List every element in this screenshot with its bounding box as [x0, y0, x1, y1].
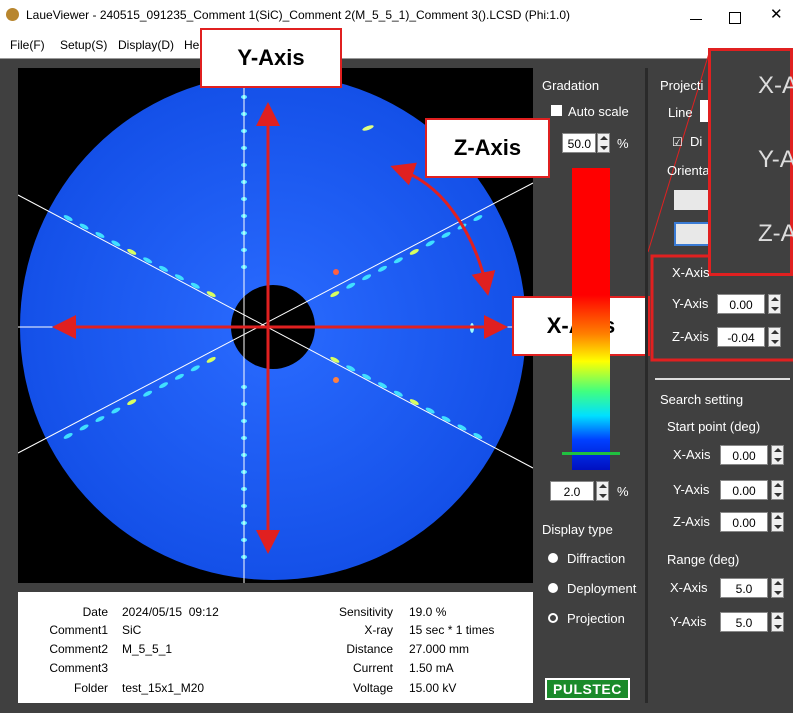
lower-input[interactable]: 2.0	[550, 481, 594, 501]
display-label: Di	[690, 134, 702, 150]
info-value: 15.00 kV	[409, 680, 456, 696]
info-label: Voltage	[300, 680, 393, 696]
start-title: Start point (deg)	[667, 419, 760, 435]
search-title: Search setting	[660, 392, 743, 408]
close-button[interactable]: ✕	[770, 7, 783, 23]
zoom-label: X-A	[758, 72, 793, 100]
menu-item[interactable]: Display(D)	[118, 37, 174, 53]
axis-spinner[interactable]	[771, 578, 784, 598]
axis-spinner[interactable]	[768, 327, 781, 347]
orientation-label: Orienta	[667, 163, 710, 179]
display-type-option[interactable]: Projection	[567, 611, 625, 627]
app-icon	[6, 8, 19, 21]
info-label: Folder	[18, 680, 108, 696]
spot	[333, 269, 339, 275]
axis-input[interactable]: 0.00	[720, 480, 768, 500]
axis-input[interactable]: 5.0	[720, 578, 768, 598]
info-label: Comment2	[18, 641, 108, 657]
range-title: Range (deg)	[667, 552, 739, 568]
zoom-label: Z-A	[758, 220, 793, 248]
info-label: Date	[18, 604, 108, 620]
info-value: 27.000 mm	[409, 641, 469, 657]
orient-button[interactable]	[674, 190, 710, 210]
orient-button[interactable]	[674, 222, 712, 246]
upper-spinner[interactable]	[597, 133, 610, 153]
y-axis-callout: Y-Axis	[200, 28, 342, 88]
display-type-title: Display type	[542, 522, 613, 538]
info-label: Comment1	[18, 622, 108, 638]
radio-button[interactable]	[548, 583, 558, 593]
axis-label: X-Axis	[673, 447, 711, 463]
zoom-label: Y-A	[758, 146, 793, 174]
info-value: 15 sec * 1 times	[409, 622, 494, 638]
axis-label: Y-Axis	[673, 482, 709, 498]
display-type-option[interactable]: Deployment	[567, 581, 636, 597]
spot	[333, 377, 339, 383]
info-label: Comment3	[18, 660, 108, 676]
display-type-option[interactable]: Diffraction	[567, 551, 625, 567]
axis-label: Y-Axis	[670, 614, 706, 630]
info-value: SiC	[122, 622, 141, 638]
maximize-button[interactable]	[729, 12, 741, 24]
minimize-button[interactable]	[690, 19, 702, 20]
axis-spinner[interactable]	[771, 480, 784, 500]
info-label: Distance	[300, 641, 393, 657]
line-label: Line	[668, 105, 693, 121]
menu-item[interactable]: Setup(S)	[60, 37, 107, 53]
axis-input[interactable]: 5.0	[720, 612, 768, 632]
axis-input[interactable]: -0.04	[717, 327, 765, 347]
axis-spinner[interactable]	[768, 294, 781, 314]
axis-label: X-Axis	[672, 265, 710, 281]
menu-item[interactable]: He	[184, 37, 199, 53]
projection-title: Projecti	[660, 78, 703, 94]
axis-spinner[interactable]	[771, 612, 784, 632]
upper-unit: %	[617, 136, 629, 152]
axis-label: Y-Axis	[672, 296, 708, 312]
info-label: Current	[300, 660, 393, 676]
auto-scale-label: Auto scale	[568, 104, 629, 120]
logo: PULSTEC	[545, 678, 630, 700]
z-axis-callout: Z-Axis	[425, 118, 550, 178]
auto-scale-checkbox[interactable]	[551, 105, 562, 116]
info-value: test_15x1_M20	[122, 680, 204, 696]
info-label: X-ray	[300, 622, 393, 638]
axis-input[interactable]: 0.00	[717, 294, 765, 314]
app-window: LaueViewer - 240515_091235_Comment 1(SiC…	[0, 0, 793, 713]
window-title: LaueViewer - 240515_091235_Comment 1(SiC…	[26, 7, 570, 23]
spot	[470, 323, 474, 333]
info-label: Sensitivity	[300, 604, 393, 620]
separator	[655, 378, 790, 380]
radio-button[interactable]	[548, 553, 558, 563]
gradation-title: Gradation	[542, 78, 599, 94]
info-value: M_5_5_1	[122, 641, 172, 657]
menu-item[interactable]: File(F)	[10, 37, 45, 53]
axis-spinner[interactable]	[771, 512, 784, 532]
lower-unit: %	[617, 484, 629, 500]
radio-button[interactable]	[548, 613, 558, 623]
axis-label: Z-Axis	[672, 329, 709, 345]
info-value: 1.50 mA	[409, 660, 454, 676]
threshold-line	[562, 452, 620, 455]
info-value: 2024/05/15 09:12	[122, 604, 219, 620]
info-value: 19.0 %	[409, 604, 446, 620]
axis-spinner[interactable]	[771, 445, 784, 465]
color-bar	[572, 168, 610, 470]
axis-label: X-Axis	[670, 580, 708, 596]
panel-divider	[645, 68, 648, 703]
axis-label: Z-Axis	[673, 514, 710, 530]
axis-input[interactable]: 0.00	[720, 445, 768, 465]
lower-spinner[interactable]	[596, 481, 609, 501]
upper-input[interactable]: 50.0	[562, 133, 596, 153]
display-checkbox: ☑	[672, 134, 683, 150]
axis-input[interactable]: 0.00	[720, 512, 768, 532]
